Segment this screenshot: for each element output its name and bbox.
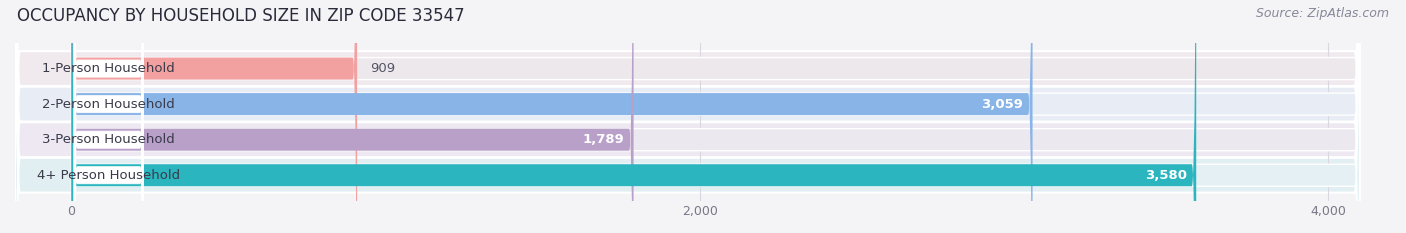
FancyBboxPatch shape	[72, 0, 1360, 233]
Text: 3,059: 3,059	[981, 98, 1024, 111]
Text: 2-Person Household: 2-Person Household	[42, 98, 174, 111]
Text: 909: 909	[370, 62, 395, 75]
Text: OCCUPANCY BY HOUSEHOLD SIZE IN ZIP CODE 33547: OCCUPANCY BY HOUSEHOLD SIZE IN ZIP CODE …	[17, 7, 464, 25]
FancyBboxPatch shape	[72, 0, 1197, 233]
FancyBboxPatch shape	[75, 0, 143, 233]
Text: 4+ Person Household: 4+ Person Household	[37, 169, 180, 182]
FancyBboxPatch shape	[15, 0, 1360, 233]
FancyBboxPatch shape	[72, 0, 1032, 233]
FancyBboxPatch shape	[72, 0, 1360, 233]
Text: 3,580: 3,580	[1144, 169, 1187, 182]
FancyBboxPatch shape	[72, 0, 1360, 233]
FancyBboxPatch shape	[75, 0, 143, 233]
FancyBboxPatch shape	[72, 0, 1360, 233]
Text: Source: ZipAtlas.com: Source: ZipAtlas.com	[1256, 7, 1389, 20]
Text: 3-Person Household: 3-Person Household	[42, 133, 174, 146]
FancyBboxPatch shape	[15, 0, 1360, 233]
FancyBboxPatch shape	[72, 0, 357, 233]
FancyBboxPatch shape	[72, 0, 634, 233]
FancyBboxPatch shape	[15, 0, 1360, 233]
Text: 1-Person Household: 1-Person Household	[42, 62, 174, 75]
FancyBboxPatch shape	[75, 0, 143, 233]
FancyBboxPatch shape	[15, 0, 1360, 233]
Text: 1,789: 1,789	[582, 133, 624, 146]
FancyBboxPatch shape	[75, 0, 143, 233]
